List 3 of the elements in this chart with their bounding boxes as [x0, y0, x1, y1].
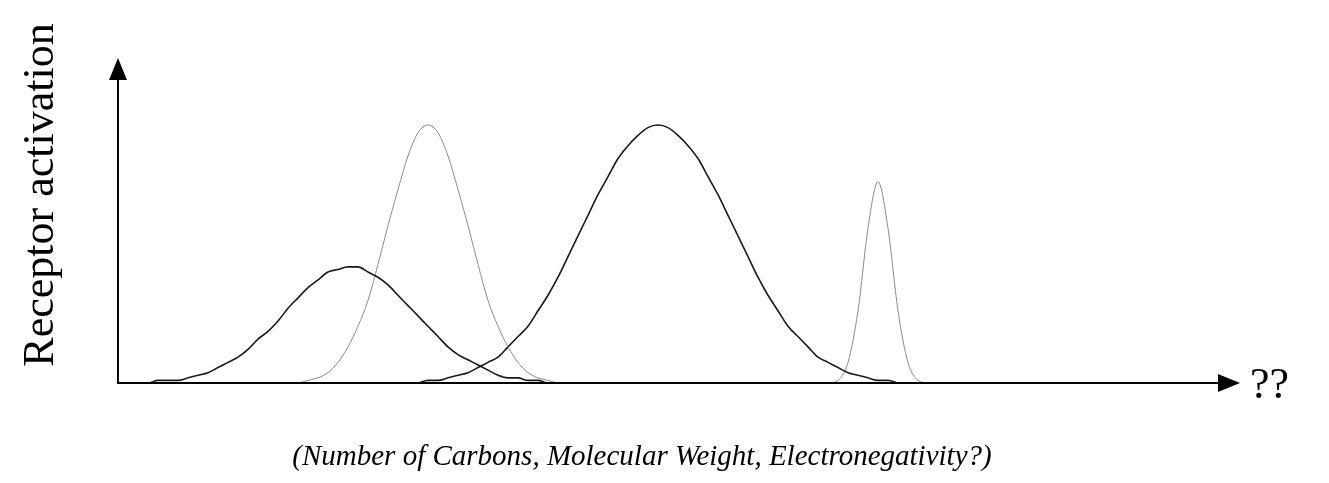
text: (Number of Carbons, Molecular Weight, Electronegativity?) [292, 438, 992, 472]
y-axis-title: Receptor activation [12, 23, 64, 367]
x-axis-title: ?? [1250, 357, 1290, 409]
